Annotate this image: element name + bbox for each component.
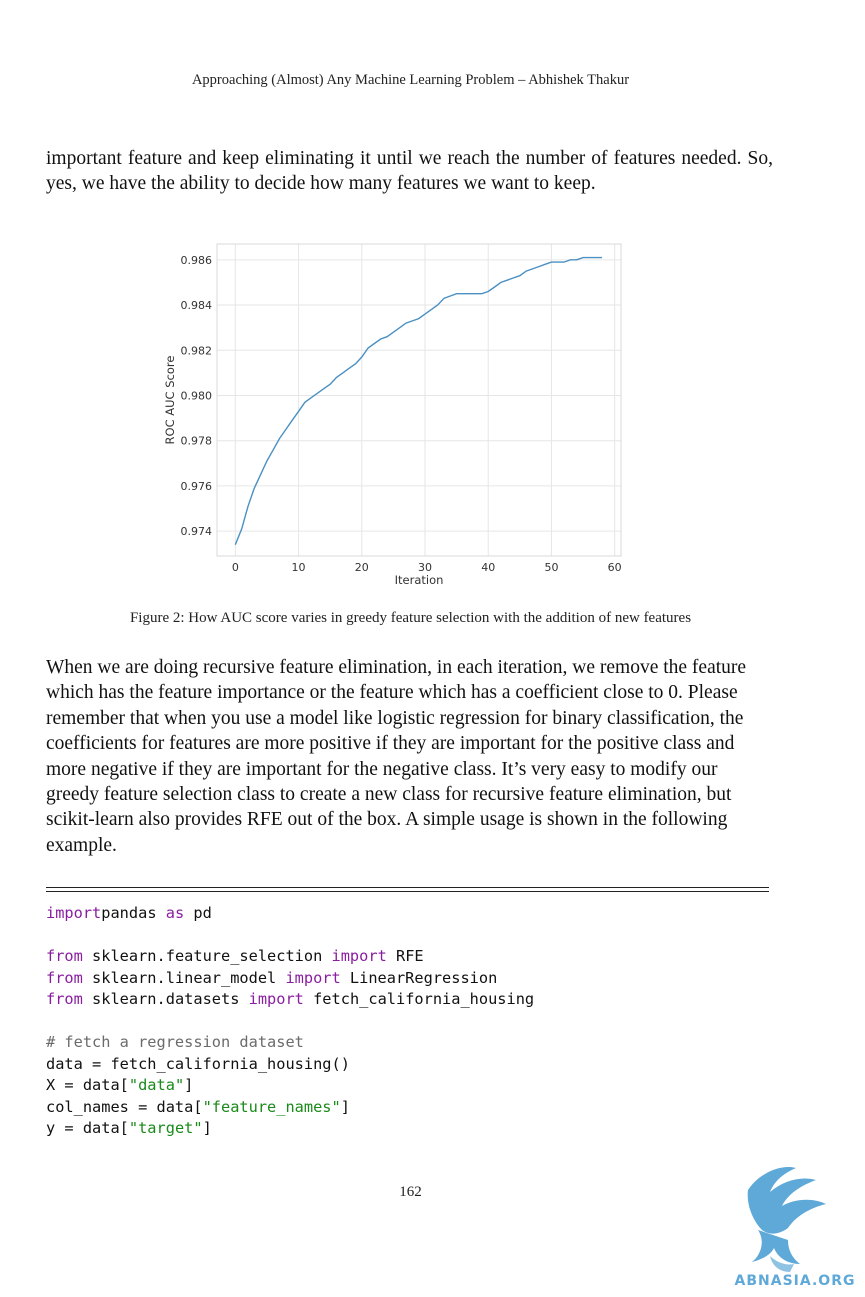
code-text: pd bbox=[184, 904, 212, 922]
code-line: col_names = data["feature_names"] bbox=[46, 1097, 534, 1119]
code-line: data = fetch_california_housing() bbox=[46, 1054, 534, 1076]
x-tick-label: 60 bbox=[608, 561, 622, 574]
code-line bbox=[46, 925, 534, 947]
code-text: col_names = data[ bbox=[46, 1097, 203, 1116]
code-keyword: as bbox=[165, 904, 185, 922]
chart-labels: 0 10 20 30 40 50 60 0.974 0.976 0.978 0.980 0.982 0.… bbox=[163, 254, 622, 587]
code-text: sklearn.datasets bbox=[82, 990, 249, 1008]
abnasia-logo: ABNASIA.ORG bbox=[735, 1166, 856, 1289]
x-tick-label: 50 bbox=[544, 561, 558, 574]
running-header: Approaching (Almost) Any Machine Learnin… bbox=[191, 72, 630, 88]
code-separator-bottom bbox=[46, 891, 769, 892]
code-block: importpandas as pd from sklearn.feature_… bbox=[46, 903, 534, 1140]
auc-series-line bbox=[234, 256, 602, 545]
x-tick-label: 10 bbox=[292, 561, 306, 574]
logo-text: ABNASIA.ORG bbox=[735, 1273, 856, 1289]
figure-caption: Figure 2: How AUC score varies in greedy… bbox=[129, 610, 692, 626]
code-line: X = data["data"] bbox=[46, 1075, 534, 1097]
code-text: X = data[ bbox=[46, 1076, 129, 1094]
y-axis-label: ROC AUC Score bbox=[163, 356, 177, 445]
code-keyword: from bbox=[46, 990, 83, 1008]
x-tick-label: 0 bbox=[232, 561, 239, 574]
y-tick-label: 0.980 bbox=[181, 389, 213, 402]
code-line bbox=[46, 1011, 534, 1033]
code-text: data = fetch_california_housing() bbox=[46, 1054, 350, 1073]
code-text: ] bbox=[184, 1076, 194, 1094]
code-line: from sklearn.datasets import fetch_calif… bbox=[46, 989, 534, 1011]
code-text: ] bbox=[202, 1119, 212, 1137]
code-text: RFE bbox=[386, 947, 424, 965]
code-text: ] bbox=[340, 1097, 350, 1116]
chart-grid bbox=[217, 244, 621, 556]
code-keyword: import bbox=[331, 947, 387, 965]
code-line: from sklearn.linear_model import LinearR… bbox=[46, 968, 534, 990]
x-axis-label: Iteration bbox=[395, 573, 444, 587]
auc-line-chart: 0 10 20 30 40 50 60 0.974 0.976 0.978 0.980 0.982 0.… bbox=[163, 243, 622, 587]
code-string: "feature_names" bbox=[202, 1097, 341, 1116]
y-tick-label: 0.984 bbox=[181, 299, 213, 312]
y-tick-label: 0.986 bbox=[181, 254, 213, 267]
code-keyword: from bbox=[46, 968, 83, 987]
chart-series bbox=[234, 256, 602, 545]
paragraph-rfe: When we are doing recursive feature elim… bbox=[46, 657, 747, 856]
code-text: pandas bbox=[101, 904, 166, 922]
code-comment: # fetch a regression dataset bbox=[46, 1033, 304, 1051]
y-tick-label: 0.978 bbox=[181, 435, 213, 448]
code-string: "data" bbox=[128, 1076, 185, 1094]
x-tick-label: 20 bbox=[355, 561, 369, 574]
paragraph-intro: important feature and keep eliminating i… bbox=[46, 148, 773, 195]
code-text: sklearn.linear_model bbox=[82, 968, 286, 987]
code-line: # fetch a regression dataset bbox=[46, 1032, 534, 1054]
page-number: 162 bbox=[399, 1184, 422, 1200]
y-tick-label: 0.974 bbox=[181, 525, 213, 538]
code-line: from sklearn.feature_selection import RF… bbox=[46, 946, 534, 968]
y-tick-label: 0.976 bbox=[181, 480, 213, 493]
code-keyword: import bbox=[248, 990, 304, 1008]
code-keyword: import bbox=[285, 968, 341, 987]
code-string: "target" bbox=[128, 1119, 203, 1137]
code-text: fetch_california_housing bbox=[303, 990, 535, 1008]
chart-axes bbox=[216, 243, 622, 557]
code-text: sklearn.feature_selection bbox=[82, 947, 332, 965]
code-keyword: from bbox=[46, 947, 83, 965]
code-line: importpandas as pd bbox=[46, 903, 534, 925]
code-text: y = data[ bbox=[46, 1119, 129, 1137]
plot-frame bbox=[216, 243, 622, 557]
code-keyword: import bbox=[46, 904, 102, 922]
griffin-wing-icon bbox=[747, 1166, 826, 1272]
code-line: y = data["target"] bbox=[46, 1118, 534, 1140]
y-tick-label: 0.982 bbox=[181, 344, 213, 357]
code-separator-top bbox=[46, 887, 769, 888]
code-text: LinearRegression bbox=[340, 968, 498, 987]
x-tick-label: 30 bbox=[418, 561, 432, 574]
x-tick-label: 40 bbox=[481, 561, 495, 574]
